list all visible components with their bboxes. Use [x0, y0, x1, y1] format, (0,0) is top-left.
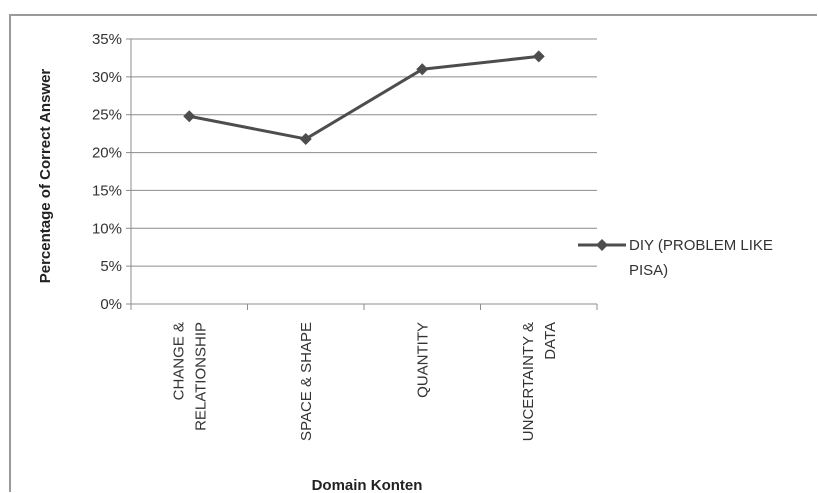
- x-category-label-line: QUANTITY: [414, 322, 431, 398]
- data-point-marker: [532, 50, 545, 63]
- x-category-label: SPACE & SHAPE: [298, 322, 315, 441]
- y-tick-labels: 0% 5% 10% 15% 20% 25% 30% 35%: [92, 31, 122, 313]
- y-tick-label: 0%: [100, 296, 122, 313]
- y-tick-label: 35%: [92, 31, 122, 48]
- y-tick-label: 5%: [100, 258, 122, 275]
- legend-marker: [596, 239, 608, 251]
- x-category-label-line: CHANGE &: [170, 322, 187, 400]
- y-tick-label: 10%: [92, 220, 122, 237]
- y-tick-label: 20%: [92, 145, 122, 162]
- x-category-label: UNCERTAINTY & DATA: [520, 322, 559, 441]
- x-category-label-line: SPACE & SHAPE: [298, 322, 315, 441]
- gridlines: [131, 38, 597, 267]
- x-category-labels: CHANGE & RELATIONSHIP SPACE & SHAPE QUANTIT…: [170, 322, 559, 441]
- y-tick-label: 25%: [92, 107, 122, 124]
- data-point-marker: [183, 110, 196, 123]
- legend-label-line: PISA): [629, 262, 668, 279]
- x-category-label-line: RELATIONSHIP: [192, 322, 209, 431]
- axes: [126, 38, 598, 310]
- y-axis-title: Percentage of Correct Answer: [37, 69, 54, 284]
- legend: DIY (PROBLEM LIKE PISA): [578, 237, 773, 279]
- legend-label: DIY (PROBLEM LIKE PISA): [629, 237, 773, 279]
- y-tick-label: 15%: [92, 182, 122, 199]
- legend-label-line: DIY (PROBLEM LIKE: [629, 237, 773, 254]
- x-category-label: CHANGE & RELATIONSHIP: [170, 322, 209, 431]
- x-category-label-line: UNCERTAINTY &: [520, 322, 537, 441]
- x-axis-title: Domain Konten: [312, 477, 423, 493]
- data-point-marker: [416, 63, 429, 76]
- series-line: [188, 54, 539, 141]
- x-category-label: QUANTITY: [414, 322, 431, 398]
- series: [183, 50, 545, 145]
- x-category-label-line: DATA: [542, 322, 559, 360]
- y-tick-label: 30%: [92, 69, 122, 86]
- chart-frame: [9, 14, 817, 492]
- data-point-marker: [299, 132, 312, 145]
